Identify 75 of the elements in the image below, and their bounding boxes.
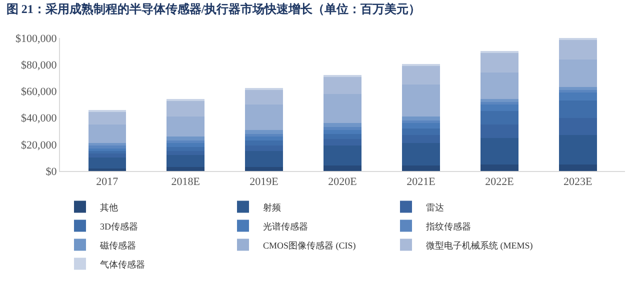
bar <box>480 99 518 102</box>
bar <box>166 116 204 136</box>
bar <box>324 127 362 130</box>
chart-title: 图 21：采用成熟制程的半导体传感器/执行器市场快速增长（单位：百万美元） <box>6 2 421 16</box>
legend-label: CMOS图像传感器 (CIS) <box>263 240 356 250</box>
bar <box>245 90 283 104</box>
y-tick-label: $40,000 <box>21 112 58 125</box>
bar <box>559 135 597 164</box>
bar <box>166 100 204 116</box>
legend-label: 磁传感器 <box>99 240 136 250</box>
legend-label: 雷达 <box>426 202 444 212</box>
bar <box>166 155 204 168</box>
bar <box>166 136 204 140</box>
bar <box>559 39 597 60</box>
y-tick-label: $60,000 <box>21 86 58 98</box>
y-tick-label: $0 <box>46 166 58 178</box>
x-tick-label: 2022E <box>485 176 514 188</box>
bar <box>245 130 283 134</box>
bar <box>559 87 597 90</box>
bar <box>559 164 597 171</box>
bar <box>402 66 440 85</box>
bar <box>324 76 362 94</box>
bar <box>324 166 362 171</box>
bar <box>88 124 126 144</box>
bar <box>88 158 126 168</box>
bar <box>245 136 283 140</box>
bar <box>245 104 283 130</box>
bar <box>480 72 518 100</box>
legend-label: 微型电子机械系统 (MEMS) <box>426 240 533 250</box>
legend-label: 光谱传感器 <box>263 221 308 232</box>
bar <box>402 123 440 128</box>
bar <box>88 154 126 158</box>
bar <box>324 123 362 128</box>
bar <box>324 146 362 166</box>
y-tick-label: $80,000 <box>21 59 58 72</box>
bar <box>245 134 283 136</box>
bar <box>402 143 440 166</box>
legend-label: 气体传感器 <box>100 259 145 270</box>
bar <box>88 143 126 146</box>
x-tick-label: 2017 <box>96 176 119 188</box>
x-tick-label: 2018E <box>171 176 200 188</box>
bar <box>402 166 440 171</box>
bar <box>88 111 126 124</box>
x-tick-label: 2021E <box>406 176 436 188</box>
bar <box>166 143 204 148</box>
bar <box>166 140 204 144</box>
bar <box>324 94 362 124</box>
legend-label: 其他 <box>100 202 118 212</box>
bar <box>480 104 518 112</box>
bar <box>245 151 283 168</box>
legend-label: 指纹传感器 <box>425 221 471 232</box>
bar <box>480 138 518 164</box>
bar <box>480 102 518 104</box>
y-tick-label: $20,000 <box>21 139 58 152</box>
bar <box>245 167 283 171</box>
x-tick-label: 2020E <box>328 176 358 188</box>
bar <box>88 168 126 171</box>
legend-label: 射频 <box>263 202 281 212</box>
bar <box>559 59 597 88</box>
bar <box>166 151 204 156</box>
legend-label: 3D传感器 <box>100 221 138 232</box>
bar <box>559 90 597 93</box>
x-tick-label: 2019E <box>250 176 279 188</box>
bar <box>166 167 204 171</box>
bar <box>88 146 126 148</box>
bar <box>402 120 440 124</box>
bar <box>480 52 518 73</box>
bar <box>324 130 362 134</box>
bar <box>559 92 597 101</box>
y-tick-label: $100,000 <box>16 32 58 45</box>
bar <box>402 116 440 120</box>
bar <box>402 84 440 116</box>
bar <box>480 164 518 171</box>
bar <box>166 147 204 152</box>
x-tick-label: 2023E <box>564 176 593 188</box>
